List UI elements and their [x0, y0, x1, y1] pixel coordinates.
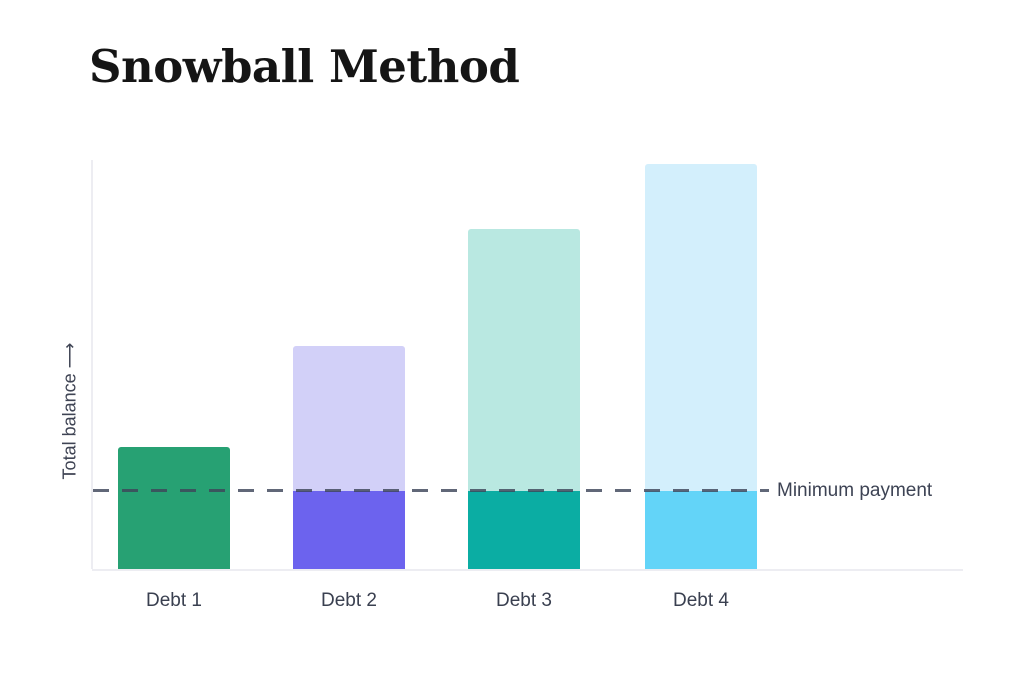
bar-debt-2-minimum-payment [293, 491, 405, 569]
bar-debt-1 [118, 447, 230, 569]
bar-debt-4-above-minimum [645, 164, 757, 491]
minimum-payment-dashed-line [93, 489, 769, 492]
bar-debt-3-minimum-payment [468, 491, 580, 569]
x-axis-line [92, 569, 963, 571]
x-label-debt-3: Debt 3 [496, 590, 552, 611]
x-label-debt-4: Debt 4 [673, 590, 729, 611]
y-axis-label: Total balance ⟶ [59, 342, 80, 480]
y-axis-line [91, 160, 93, 569]
x-label-debt-1: Debt 1 [146, 590, 202, 611]
bar-debt-4-minimum-payment [645, 491, 757, 569]
minimum-payment-label: Minimum payment [777, 480, 933, 501]
bar-debt-2-above-minimum [293, 346, 405, 491]
bar-debt-3-above-minimum [468, 229, 580, 491]
chart-title: Snowball Method [89, 40, 520, 93]
x-label-debt-2: Debt 2 [321, 590, 377, 611]
